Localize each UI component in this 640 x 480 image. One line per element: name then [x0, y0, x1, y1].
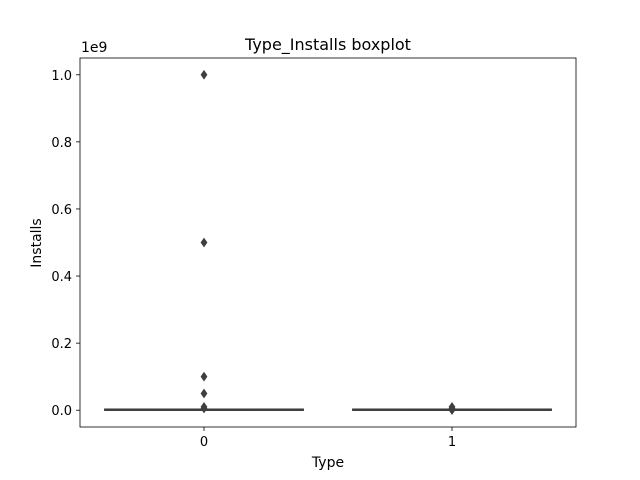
y-tick-label: 1.0 [51, 69, 72, 84]
y-tick-label: 0.2 [51, 337, 72, 352]
outlier-point [200, 402, 208, 412]
y-axis-label: Installs [29, 218, 45, 267]
boxplots [104, 69, 552, 415]
y-tick-label: 0.4 [51, 270, 72, 285]
y-tick-label: 0.0 [51, 404, 72, 419]
outlier-point [200, 371, 208, 382]
x-tick-label: 1 [448, 435, 456, 450]
x-tick-label: 0 [200, 435, 208, 450]
outlier-point [200, 69, 208, 80]
chart-title: Type_Installs boxplot [244, 35, 411, 55]
outlier-point [200, 237, 208, 248]
x-axis-label: Type [311, 455, 344, 471]
y-tick-label: 0.8 [51, 136, 72, 151]
y-offset-label: 1e9 [81, 40, 107, 56]
outlier-point [200, 388, 208, 399]
y-axis: 0.0 0.2 0.4 0.6 0.8 1.0 [51, 69, 80, 419]
outlier-point [448, 402, 456, 412]
y-tick-label: 0.6 [51, 203, 72, 218]
axes-frame [79, 57, 577, 428]
